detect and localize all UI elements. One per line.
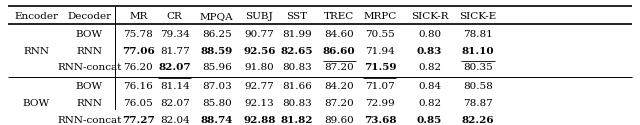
Text: 71.94: 71.94 [365, 46, 395, 56]
Text: 82.26: 82.26 [461, 116, 494, 125]
Text: 78.81: 78.81 [463, 30, 493, 39]
Text: 84.20: 84.20 [324, 82, 354, 91]
Text: RNN-concat: RNN-concat [57, 116, 122, 125]
Text: 81.99: 81.99 [282, 30, 312, 39]
Text: 89.60: 89.60 [324, 116, 354, 125]
Text: 92.13: 92.13 [244, 99, 275, 108]
Text: 87.20: 87.20 [324, 99, 354, 108]
Text: 80.35: 80.35 [463, 63, 493, 72]
Text: SUBJ: SUBJ [246, 12, 273, 21]
Text: 77.27: 77.27 [122, 116, 155, 125]
Text: 76.16: 76.16 [124, 82, 153, 91]
Text: 72.99: 72.99 [365, 99, 395, 108]
Text: 76.20: 76.20 [124, 63, 153, 72]
Text: 71.59: 71.59 [364, 63, 396, 72]
Text: 82.07: 82.07 [160, 99, 189, 108]
Text: 87.20: 87.20 [324, 63, 354, 72]
Text: 81.10: 81.10 [461, 46, 494, 56]
Text: 70.55: 70.55 [365, 30, 395, 39]
Text: SICK-R: SICK-R [411, 12, 449, 21]
Text: 80.58: 80.58 [463, 82, 493, 91]
Text: 80.83: 80.83 [282, 99, 312, 108]
Text: 91.80: 91.80 [244, 63, 275, 72]
Text: 92.88: 92.88 [243, 116, 276, 125]
Text: 81.82: 81.82 [281, 116, 314, 125]
Text: 86.60: 86.60 [323, 46, 355, 56]
Text: 80.83: 80.83 [282, 63, 312, 72]
Text: 82.04: 82.04 [160, 116, 189, 125]
Text: BOW: BOW [76, 30, 103, 39]
Text: 92.77: 92.77 [244, 82, 275, 91]
Text: 88.59: 88.59 [201, 46, 233, 56]
Text: 71.07: 71.07 [365, 82, 395, 91]
Text: Encoder: Encoder [15, 12, 58, 21]
Text: 0.80: 0.80 [418, 30, 441, 39]
Text: 82.65: 82.65 [281, 46, 314, 56]
Text: MRPC: MRPC [364, 12, 397, 21]
Text: 82.07: 82.07 [159, 63, 191, 72]
Text: 85.80: 85.80 [202, 99, 232, 108]
Text: 84.60: 84.60 [324, 30, 354, 39]
Text: SST: SST [287, 12, 308, 21]
Text: 92.56: 92.56 [243, 46, 276, 56]
Text: 0.85: 0.85 [417, 116, 442, 125]
Text: RNN-concat: RNN-concat [57, 63, 122, 72]
Text: Decoder: Decoder [67, 12, 111, 21]
Text: 86.25: 86.25 [202, 30, 232, 39]
Text: RNN: RNN [76, 46, 102, 56]
Text: RNN: RNN [76, 99, 102, 108]
Text: BOW: BOW [23, 99, 50, 108]
Text: 81.66: 81.66 [282, 82, 312, 91]
Text: 76.05: 76.05 [124, 99, 153, 108]
Text: SICK-E: SICK-E [460, 12, 497, 21]
Text: 0.83: 0.83 [417, 46, 442, 56]
Text: BOW: BOW [76, 82, 103, 91]
Text: 87.03: 87.03 [202, 82, 232, 91]
Text: 90.77: 90.77 [244, 30, 275, 39]
Text: 88.74: 88.74 [200, 116, 233, 125]
Text: CR: CR [167, 12, 182, 21]
Text: 78.87: 78.87 [463, 99, 493, 108]
Text: MPQA: MPQA [200, 12, 234, 21]
Text: TREC: TREC [324, 12, 355, 21]
Text: 0.82: 0.82 [418, 99, 441, 108]
Text: 0.84: 0.84 [418, 82, 441, 91]
Text: RNN: RNN [24, 46, 49, 56]
Text: 75.78: 75.78 [124, 30, 153, 39]
Text: 0.82: 0.82 [418, 63, 441, 72]
Text: MR: MR [129, 12, 148, 21]
Text: 77.06: 77.06 [122, 46, 155, 56]
Text: 81.77: 81.77 [160, 46, 189, 56]
Text: 79.34: 79.34 [160, 30, 189, 39]
Text: 81.14: 81.14 [160, 82, 189, 91]
Text: 85.96: 85.96 [202, 63, 232, 72]
Text: 73.68: 73.68 [364, 116, 396, 125]
